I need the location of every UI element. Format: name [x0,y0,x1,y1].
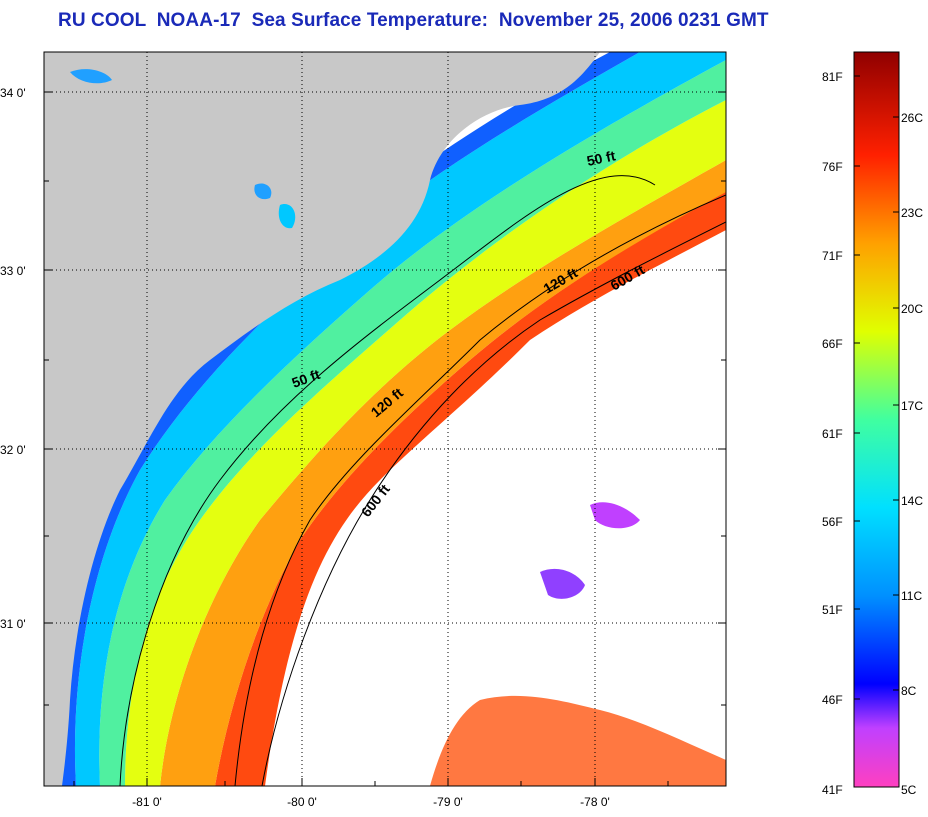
cbar-f-46: 46F [822,693,843,707]
shelf-warm-band [160,160,726,786]
colorbar-ramp [853,51,900,788]
inner-shelf-band [99,60,726,786]
colorbar-ticks [854,75,899,700]
lon-label-81: -81 0' [132,795,162,809]
lon-label-80: -80 0' [287,795,317,809]
land-mass [44,52,600,786]
lon-label-78: -78 0' [580,795,610,809]
lat-label-31: 31 0' [0,617,26,631]
cloud-patch-1 [540,568,585,599]
cloud-patch-2 [590,502,640,529]
lat-label-33: 33 0' [0,264,26,278]
cbar-c-8: 8C [901,684,917,698]
contour-label-50ft-north: 50 ft [585,147,617,169]
cbar-f-66: 66F [822,337,843,351]
cbar-c-17: 17C [901,399,923,413]
map-title: RU COOL NOAA-17 Sea Surface Temperature:… [58,10,769,31]
contour-120ft [234,194,726,786]
lat-label-34: 34 0' [0,86,26,100]
nearshore-band [74,52,726,786]
graticule [44,52,726,786]
lon-label-79: -79 0' [433,795,463,809]
cbar-f-76: 76F [822,160,843,174]
cbar-c-14: 14C [901,494,923,508]
gulf-stream-band [215,190,726,786]
contour-50ft [119,175,656,786]
cbar-c-11: 11C [901,589,922,603]
cloud-patch-5 [70,69,112,84]
cbar-f-41: 41F [822,783,843,797]
cbar-f-81: 81F [822,70,843,84]
lat-label-32: 32 0' [0,443,26,457]
cloud-patch-4 [278,204,296,229]
contour-600ft [261,221,726,786]
cbar-f-71: 71F [822,249,843,263]
cbar-c-5: 5C [901,783,917,797]
map-frame [43,51,727,787]
cbar-f-61: 61F [822,427,843,441]
mid-shelf-band [125,100,726,786]
frame-ticks [44,91,726,786]
cloud-patch-south [430,695,726,786]
cbar-c-20: 20C [901,302,923,316]
cbar-c-26: 26C [901,111,923,125]
cbar-c-23: 23C [901,206,923,220]
cbar-f-56: 56F [822,515,843,529]
cbar-f-51: 51F [822,603,843,617]
cloud-patch-3 [254,183,272,200]
